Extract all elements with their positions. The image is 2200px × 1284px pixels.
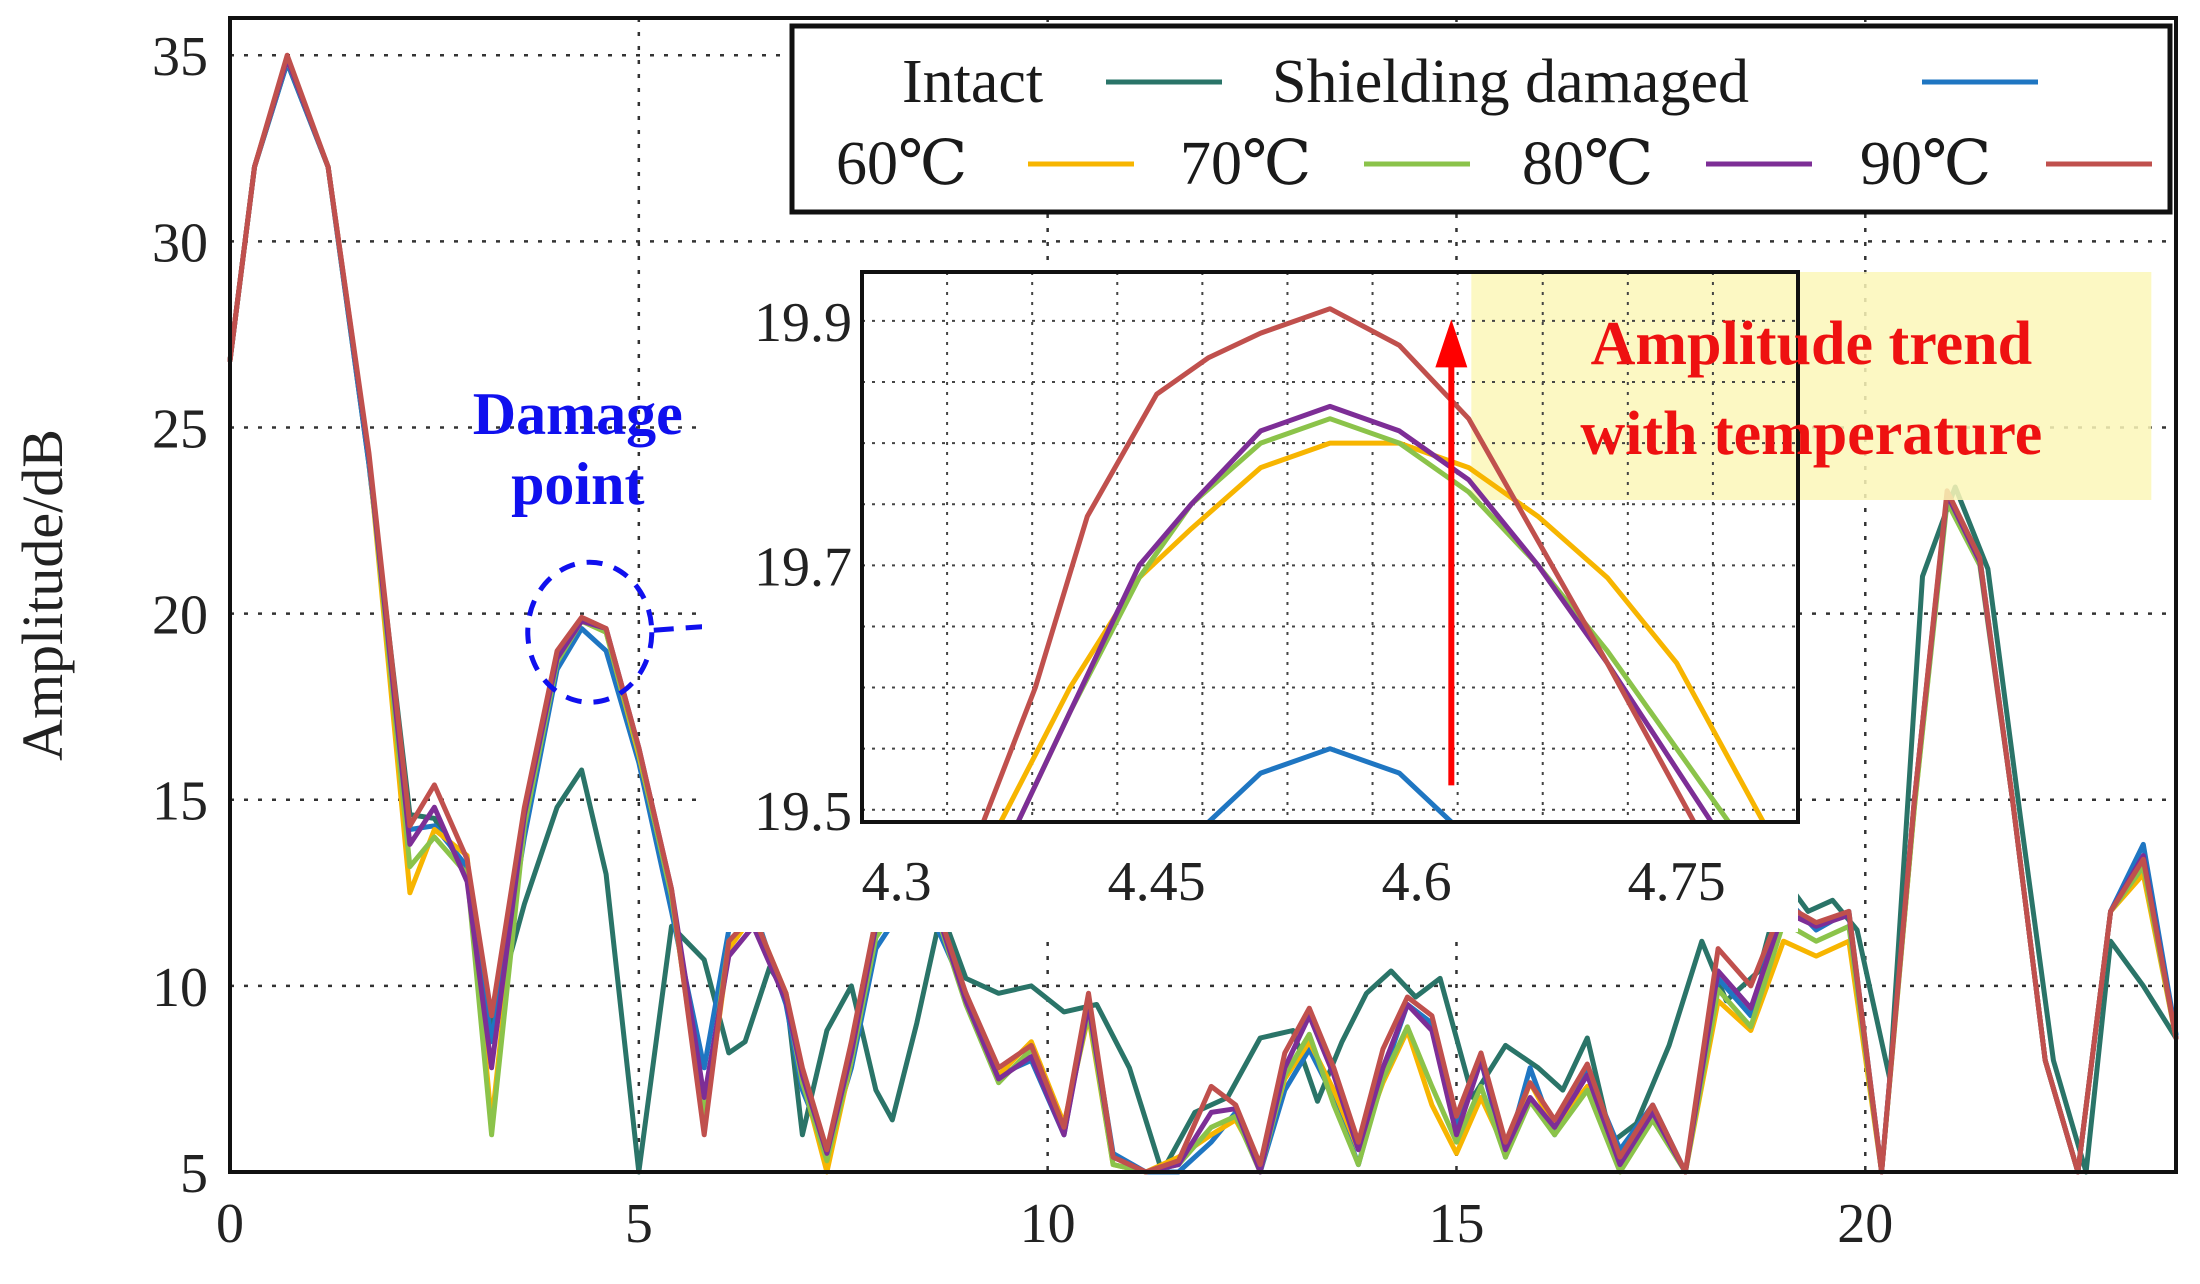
main-series-group [227, 52, 2179, 1175]
y-tick-label: 30 [152, 212, 208, 274]
legend: Intact Shielding damaged 60℃ 70℃ 80℃ 90℃ [789, 23, 2173, 215]
inset-x-tick-label: 4.75 [1628, 851, 1726, 913]
inset-y-tick-label: 19.7 [754, 536, 852, 598]
y-tick-label: 25 [152, 398, 208, 460]
inset-series-line-90c [980, 306, 1697, 822]
legend-box [789, 23, 2173, 215]
inset-y-tick-label: 19.5 [754, 781, 852, 843]
inset-x-tick-label: 4.45 [1108, 851, 1206, 913]
damage-point-label-line2: point [511, 451, 644, 517]
y-axis-label: Amplitude/dB [10, 429, 75, 761]
trend-arrowhead [1435, 319, 1468, 368]
y-tick-label: 15 [152, 771, 208, 833]
inset-y-tick-label: 19.9 [754, 292, 852, 354]
legend-label-70c: 70℃ [1180, 130, 1311, 198]
damage-point-label-line1: Damage [473, 381, 683, 447]
series-line-shielding-damaged [227, 60, 2179, 1175]
x-tick-label: 15 [1428, 1193, 1484, 1255]
inset-x-tick-label: 4.6 [1382, 851, 1452, 913]
inset-tick-labels: 4.3 4.45 4.6 4.75 19.5 19.7 19.9 [754, 292, 1726, 913]
damage-point-ellipse [525, 559, 655, 705]
x-tick-label: 10 [1020, 1193, 1076, 1255]
main-plot-frame [228, 16, 2178, 1174]
legend-label-60c: 60℃ [836, 130, 967, 198]
inset-series-line-80c [1015, 403, 1714, 822]
inset-series-line-shielding-damaged [1206, 746, 1454, 822]
legend-label-shielding-damaged: Shielding damaged [1272, 48, 1749, 116]
trend-highlight-box [1471, 272, 2152, 500]
legend-label-80c: 80℃ [1522, 130, 1653, 198]
trend-label-line2: with temperature [1580, 400, 2042, 468]
x-tick-label: 20 [1837, 1193, 1893, 1255]
y-tick-label: 5 [180, 1143, 208, 1205]
y-tick-label: 20 [152, 585, 208, 647]
inset-plot-frame [860, 270, 1800, 824]
inset-chart: 4.3 4.45 4.6 4.75 19.5 19.7 19.9 Amplitude tre… [702, 270, 2152, 932]
y-tick-label: 10 [152, 957, 208, 1019]
inset-gridlines [862, 272, 1798, 822]
inset-series-group [980, 306, 1766, 822]
inset-x-tick-label: 4.3 [862, 851, 932, 913]
series-line-intact [227, 60, 2179, 1175]
trend-label-line1: Amplitude trend [1591, 310, 2033, 378]
x-tick-label: 5 [625, 1193, 653, 1255]
legend-label-90c: 90℃ [1860, 130, 1991, 198]
y-tick-label: 35 [152, 26, 208, 88]
x-tick-label: 0 [216, 1193, 244, 1255]
legend-label-intact: Intact [902, 48, 1043, 116]
series-line-90c [227, 52, 2179, 1175]
